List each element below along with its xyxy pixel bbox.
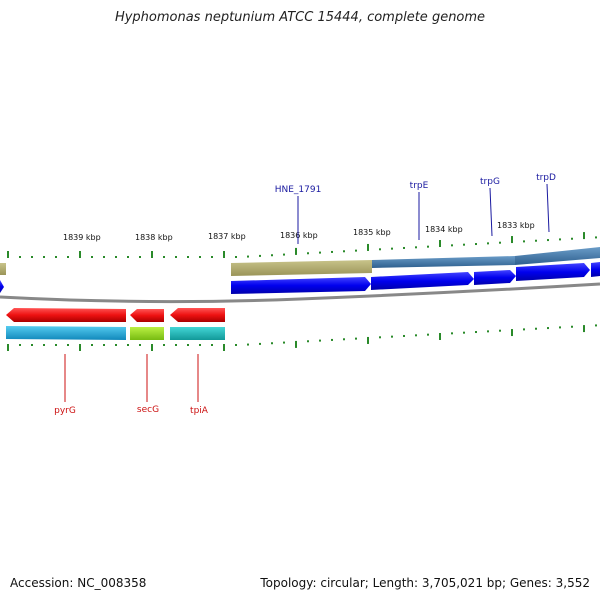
cog-band-steel [372, 256, 515, 268]
gene-label-bottom[interactable]: pyrG [54, 406, 76, 416]
kbp-label: 1835 kbp [353, 228, 391, 237]
cog-band-olive [231, 260, 372, 276]
gene-leader-line [546, 183, 550, 233]
kbp-label: 1834 kbp [425, 225, 463, 234]
forward-gene-arrow[interactable] [0, 280, 4, 293]
kbp-label: 1838 kbp [135, 233, 173, 242]
gene-label-top[interactable]: HNE_1791 [275, 185, 322, 195]
cog-band-cyan [6, 326, 126, 340]
genome-summary-text: Topology: circular; Length: 3,705,021 bp… [260, 576, 590, 590]
kbp-label: 1837 kbp [208, 232, 246, 241]
cog-band-olive-left [0, 263, 6, 275]
accession-text: Accession: NC_008358 [10, 576, 147, 590]
bottom-tick-row [7, 324, 597, 351]
forward-gene-arrow[interactable] [371, 272, 474, 290]
gene-label-top[interactable]: trpE [410, 181, 429, 191]
reverse-gene-arrow[interactable] [130, 309, 164, 322]
gene-label-top[interactable]: trpG [480, 177, 500, 187]
kbp-label: 1839 kbp [63, 233, 101, 242]
reverse-gene-arrow[interactable] [170, 308, 225, 322]
forward-gene-arrow[interactable] [231, 277, 371, 294]
forward-gene-arrow[interactable] [591, 262, 600, 277]
forward-gene-arrow[interactable] [516, 263, 590, 281]
gene-leader-line [489, 187, 493, 237]
map-title: Hyphomonas neptunium ATCC 15444, complet… [114, 10, 486, 25]
gene-label-top[interactable]: trpD [536, 173, 556, 183]
forward-gene-arrow[interactable] [474, 270, 516, 285]
cog-band-teal [170, 327, 225, 340]
top-tick-row [7, 232, 597, 258]
gene-label-bottom[interactable]: tpiA [190, 406, 209, 416]
reverse-gene-arrow[interactable] [6, 308, 126, 322]
kbp-label: 1833 kbp [497, 221, 535, 230]
gene-label-bottom[interactable]: secG [137, 405, 159, 415]
genome-backbone [0, 282, 600, 304]
cog-band-steel [515, 247, 600, 265]
kbp-label: 1836 kbp [280, 231, 318, 240]
cog-band-lime [130, 327, 164, 340]
